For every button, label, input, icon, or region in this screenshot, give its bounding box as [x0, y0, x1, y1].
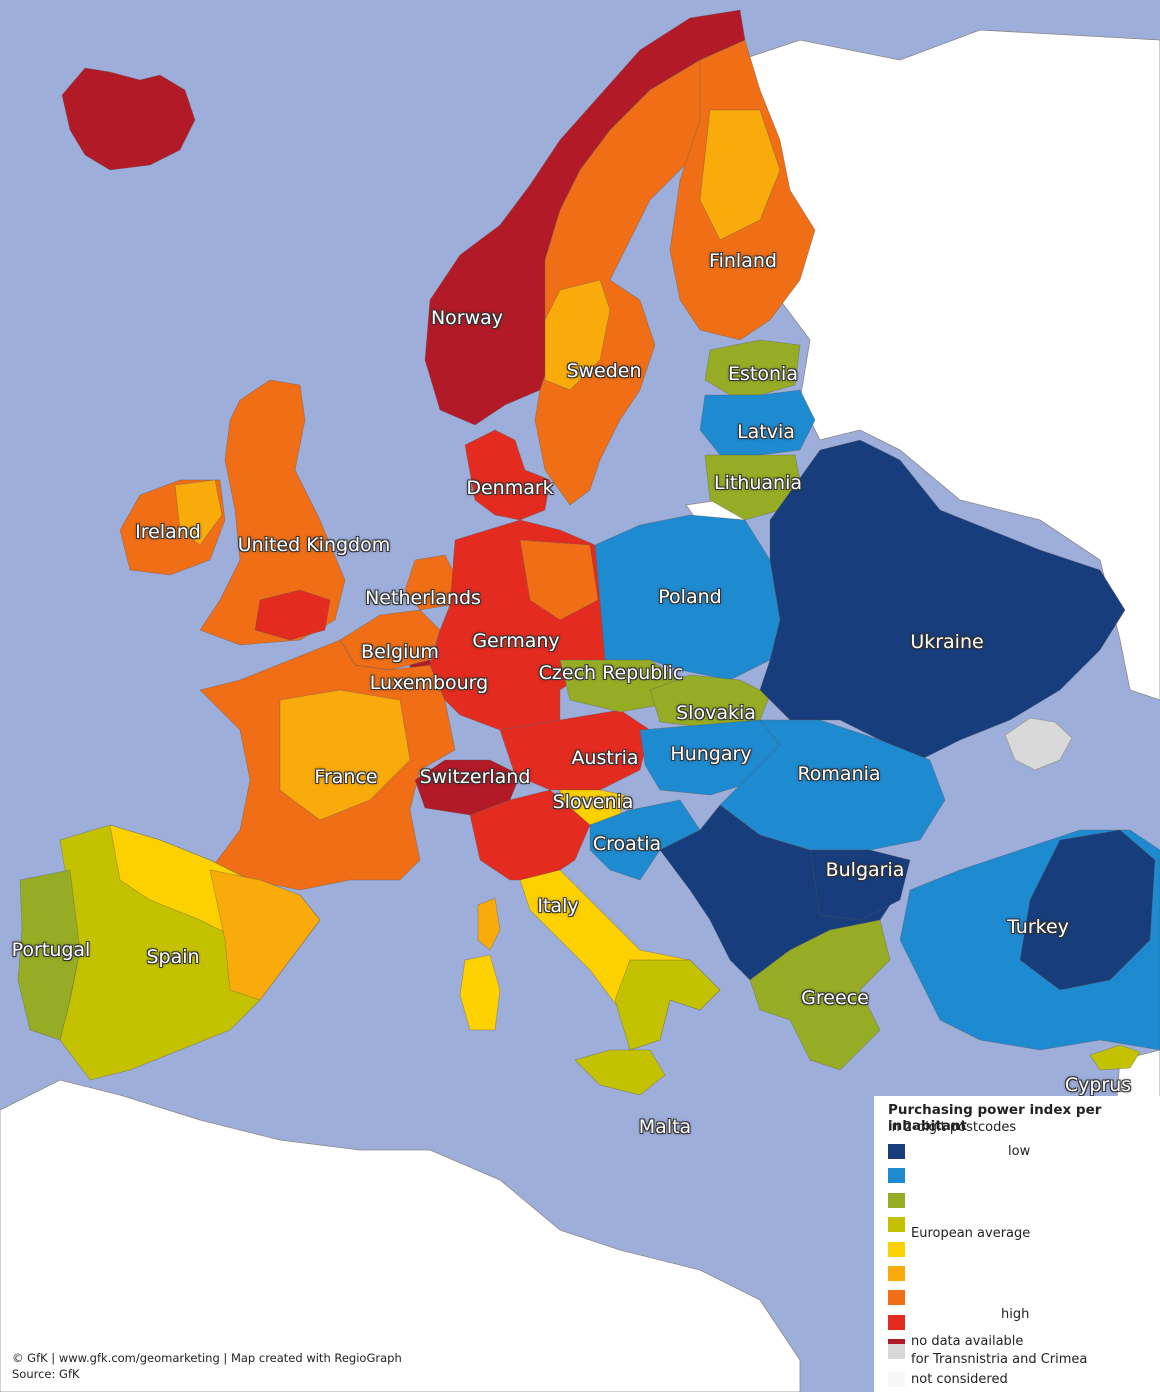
country-label-ukraine: Ukraine: [910, 631, 984, 653]
region-turkey-east: [1019, 829, 1156, 991]
region-finland-mid: [699, 109, 781, 241]
country-label-cyprus: Cyprus: [1064, 1074, 1132, 1096]
legend-label-not-considered: not considered: [911, 1372, 1008, 1387]
region-ukraine: [759, 439, 1126, 761]
region-uk-south: [254, 589, 331, 641]
legend-label-high: high: [1001, 1307, 1030, 1322]
russia-outside: [739, 29, 1160, 701]
region-denmark: [464, 429, 551, 521]
country-label-luxembourg: Luxembourg: [369, 672, 489, 694]
region-italy-north: [469, 789, 591, 881]
legend-label-no-data: no data available: [911, 1334, 1024, 1349]
legend-label-no-data-2: for Transnistria and Crimea: [911, 1352, 1088, 1367]
legend-swatch-3: [888, 1193, 905, 1208]
country-label-germany: Germany: [472, 630, 560, 652]
region-sardinia: [459, 954, 501, 1031]
region-cyprus: [1089, 1044, 1141, 1071]
region-latvia: [699, 389, 816, 456]
country-label-slovakia: Slovakia: [676, 702, 756, 724]
region-greece: [749, 919, 891, 1071]
legend-swatch-average: [888, 1242, 905, 1257]
country-label-croatia: Croatia: [592, 833, 662, 855]
country-label-malta: Malta: [638, 1116, 692, 1138]
region-switzerland: [414, 759, 521, 816]
region-corsica: [477, 897, 501, 951]
country-label-portugal: Portugal: [11, 939, 91, 961]
region-bulgaria: [809, 849, 911, 921]
country-label-ireland: Ireland: [135, 521, 201, 543]
country-label-denmark: Denmark: [466, 477, 554, 499]
country-label-austria: Austria: [571, 747, 639, 769]
legend-swatch-not-considered: [888, 1372, 905, 1387]
legend-label-average: European average: [911, 1226, 1031, 1241]
region-uk: [199, 379, 346, 646]
country-label-hungary: Hungary: [670, 743, 752, 765]
legend-subtitle: in 2-digit postcodes: [888, 1120, 1017, 1135]
legend-swatch-4: [888, 1217, 905, 1232]
country-label-united-kingdom: United Kingdom: [237, 534, 391, 556]
legend-swatch-7: [888, 1290, 905, 1305]
country-label-poland: Poland: [658, 586, 722, 608]
region-spain-east: [209, 869, 321, 1001]
region-ireland-east: [174, 479, 223, 546]
region-portugal: [17, 869, 81, 1041]
country-label-lithuania: Lithuania: [713, 472, 803, 494]
country-label-norway: Norway: [430, 307, 504, 329]
country-label-belgium: Belgium: [361, 641, 439, 663]
region-romania: [719, 719, 946, 851]
country-label-italy: Italy: [537, 895, 579, 917]
legend-title: Purchasing power index per inhabitant: [888, 1102, 1102, 1134]
region-iceland: [61, 67, 196, 171]
region-austria: [499, 709, 651, 791]
country-label-czech-republic: Czech Republic: [538, 662, 684, 684]
region-belgium: [339, 609, 441, 671]
country-label-bulgaria: Bulgaria: [825, 859, 905, 881]
country-label-sweden: Sweden: [566, 360, 642, 382]
region-italy-south: [614, 959, 721, 1051]
legend-label-low: low: [1008, 1144, 1031, 1159]
region-germany-east: [519, 539, 599, 621]
country-label-slovenia: Slovenia: [552, 791, 634, 813]
country-label-latvia: Latvia: [737, 421, 795, 443]
country-label-greece: Greece: [801, 987, 869, 1009]
legend-swatch-8: [888, 1315, 905, 1330]
country-label-france: France: [314, 766, 378, 788]
credits-line-2: Source: GfK: [12, 1367, 80, 1381]
country-label-spain: Spain: [146, 946, 200, 968]
region-france-mid: [279, 689, 411, 821]
region-slovakia: [649, 674, 771, 729]
region-sweden-mid: [544, 279, 611, 391]
credits-line-1: © GfK | www.gfk.com/geomarketing | Map c…: [12, 1351, 402, 1365]
region-estonia: [704, 339, 801, 396]
credits: © GfK | www.gfk.com/geomarketing | Map c…: [12, 1350, 402, 1382]
legend-swatch-2: [888, 1168, 905, 1183]
country-label-switzerland: Switzerland: [419, 766, 531, 788]
country-label-finland: Finland: [709, 250, 777, 272]
country-label-estonia: Estonia: [728, 363, 798, 385]
legend-swatch-low: [888, 1144, 905, 1159]
legend-swatch-6: [888, 1266, 905, 1281]
country-label-turkey: Turkey: [1007, 916, 1069, 938]
legend-swatch-no-data: [888, 1344, 905, 1359]
crimea-no-data: [1004, 717, 1073, 771]
country-label-romania: Romania: [797, 763, 881, 785]
region-sweden: [534, 59, 711, 506]
legend: Purchasing power index per inhabitant in…: [874, 1096, 1160, 1392]
region-sicily: [574, 1049, 666, 1096]
africa-outside: [0, 1079, 801, 1392]
country-label-netherlands: Netherlands: [365, 587, 481, 609]
